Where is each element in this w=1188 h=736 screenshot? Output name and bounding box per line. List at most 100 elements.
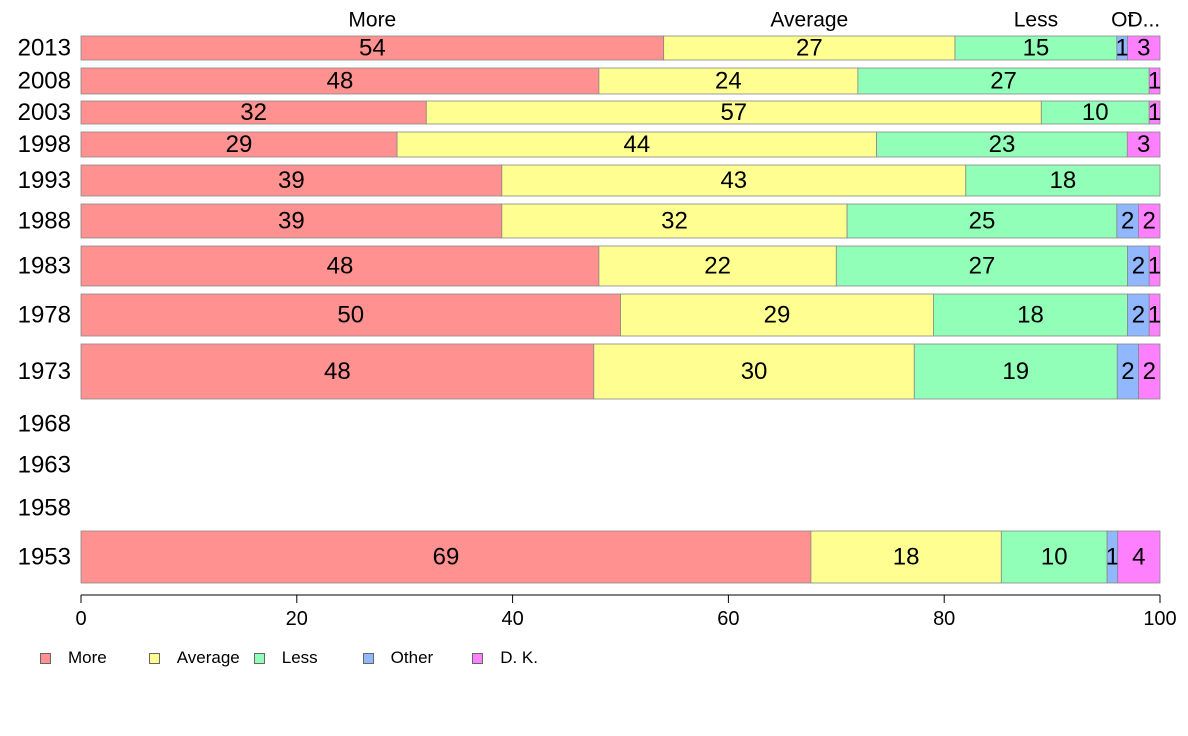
data-label-1978-4: 1 — [1148, 302, 1161, 329]
bar-1973-more — [80, 343, 595, 400]
bar-1983-less — [835, 245, 1129, 287]
data-label-1983-3: 2 — [1132, 253, 1145, 280]
bar-1973-less — [913, 343, 1118, 400]
data-label-1978-3: 2 — [1132, 302, 1145, 329]
data-label-1998-0: 29 — [226, 131, 253, 158]
bar-1978-average — [620, 293, 934, 337]
data-label-2003-4: 1 — [1148, 99, 1161, 126]
legend-label-average: Average — [176, 648, 240, 667]
y-tick-label-1958: 1958 — [18, 495, 71, 522]
legend-label-other: Other — [390, 648, 434, 667]
x-tick-label-20: 20 — [286, 608, 308, 630]
data-label-1953-1: 18 — [893, 544, 920, 571]
bar-1978-more — [80, 293, 621, 337]
bar-1998-less — [876, 131, 1128, 158]
legend: More Average Less Other D. K. — [40, 648, 538, 668]
data-label-2008-2: 27 — [990, 68, 1017, 95]
legend-item-more: More — [40, 648, 107, 668]
bar-2008-less — [857, 67, 1150, 95]
data-label-1953-3: 1 — [1106, 544, 1119, 571]
data-label-1973-2: 19 — [1002, 358, 1029, 385]
legend-swatch-average — [148, 652, 160, 664]
data-label-2003-2: 10 — [1082, 99, 1109, 126]
y-tick-label-1983: 1983 — [18, 253, 71, 280]
bar-1998-d-k — [1126, 131, 1161, 158]
bar-1988-more — [80, 203, 503, 239]
legend-item-dk: D. K. — [472, 648, 538, 668]
data-label-1983-2: 27 — [969, 253, 996, 280]
y-tick-label-1998: 1998 — [18, 131, 71, 158]
bar-1978-d-k — [1148, 293, 1161, 337]
data-label-2013-2: 15 — [1023, 35, 1050, 62]
data-label-1953-0: 69 — [433, 544, 460, 571]
x-tick-label-60: 60 — [717, 608, 739, 630]
bar-1993-more — [80, 164, 503, 197]
data-label-2008-0: 48 — [327, 68, 354, 95]
bar-1953-less — [1000, 530, 1108, 584]
legend-label-dk: D. K. — [500, 648, 538, 667]
data-label-1983-0: 48 — [327, 253, 354, 280]
data-label-1998-2: 23 — [989, 131, 1016, 158]
data-label-1973-1: 30 — [741, 358, 768, 385]
data-label-1978-2: 18 — [1017, 302, 1044, 329]
y-axis-labels: 2013 2008 2003 1998 1993 1988 1983 1978 1973 1968… — [18, 35, 71, 571]
top-label-4: D... — [1127, 9, 1160, 32]
data-label-1978-1: 29 — [764, 302, 791, 329]
data-label-1953-2: 10 — [1041, 544, 1068, 571]
data-label-2003-1: 57 — [720, 99, 747, 126]
y-tick-label-1963: 1963 — [18, 452, 71, 479]
y-tick-label-1988: 1988 — [18, 208, 71, 235]
legend-item-less: Less — [253, 648, 318, 668]
bar-2008-d-k — [1148, 67, 1161, 95]
y-tick-label-1978: 1978 — [18, 302, 71, 329]
x-axis: 0 20 40 60 80 100 — [75, 594, 1177, 630]
data-label-1973-3: 2 — [1121, 358, 1134, 385]
y-tick-label-2013: 2013 — [18, 35, 71, 62]
bar-1988-d-k — [1138, 203, 1161, 239]
legend-item-average: Average — [148, 648, 240, 668]
x-tick-label-40: 40 — [501, 608, 523, 630]
data-label-1988-0: 39 — [278, 208, 305, 235]
x-tick-label-100: 100 — [1143, 608, 1176, 630]
legend-swatch-less — [253, 652, 265, 664]
bar-1953-d-k — [1117, 530, 1161, 584]
top-label-1: Average — [770, 9, 848, 32]
y-tick-label-2003: 2003 — [18, 99, 71, 126]
bar-2008-average — [598, 67, 859, 95]
top-label-0: More — [348, 9, 396, 32]
legend-item-other: Other — [362, 648, 434, 668]
data-label-1993-1: 43 — [720, 167, 747, 194]
bar-1983-more — [80, 245, 600, 287]
data-label-2013-4: 3 — [1137, 35, 1150, 62]
data-label-2013-0: 54 — [359, 35, 386, 62]
x-tick-label-0: 0 — [75, 608, 86, 630]
data-label-1993-0: 39 — [278, 167, 305, 194]
bar-1998-average — [396, 131, 878, 158]
bar-1953-average — [810, 530, 1002, 584]
bar-1988-less — [846, 203, 1118, 239]
bar-1993-less — [965, 164, 1161, 197]
bar-2013-d-k — [1127, 35, 1161, 61]
data-label-2008-1: 24 — [715, 68, 742, 95]
bar-1983-d-k — [1148, 245, 1161, 287]
data-label-1998-4: 3 — [1137, 131, 1150, 158]
data-label-1998-1: 44 — [623, 131, 650, 158]
data-label-1988-1: 32 — [661, 208, 688, 235]
top-label-3: Ot — [1111, 9, 1133, 32]
data-label-1978-0: 50 — [337, 302, 364, 329]
legend-swatch-more — [40, 652, 51, 664]
bar-2008-more — [80, 67, 600, 95]
data-label-1973-0: 48 — [324, 358, 351, 385]
data-label-2013-3: 1 — [1116, 35, 1129, 62]
x-tick-label-80: 80 — [933, 608, 955, 630]
y-tick-label-1973: 1973 — [18, 358, 71, 385]
top-label-2: Less — [1014, 9, 1058, 32]
data-label-1983-4: 1 — [1148, 253, 1161, 280]
bar-2003-d-k — [1148, 100, 1161, 125]
data-label-1988-3: 2 — [1121, 208, 1134, 235]
y-tick-label-2008: 2008 — [18, 68, 71, 95]
data-label-1993-2: 18 — [1050, 167, 1077, 194]
y-tick-label-1993: 1993 — [18, 167, 71, 194]
y-tick-label-1953: 1953 — [18, 544, 71, 571]
